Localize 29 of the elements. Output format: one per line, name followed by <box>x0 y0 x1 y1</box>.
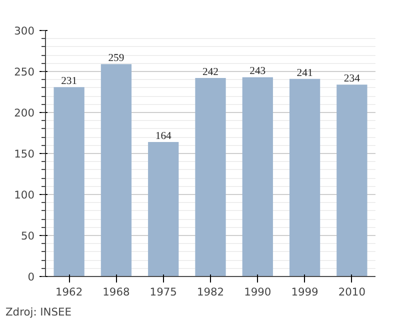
x-tick-label: 2010 <box>338 286 366 298</box>
x-tick-label: 1962 <box>56 286 83 298</box>
data-label: 243 <box>250 66 266 78</box>
x-tick-label: 1990 <box>244 286 272 298</box>
text: Zdroj: INSEE <box>6 306 72 318</box>
data-label: 164 <box>155 131 172 142</box>
data-label: 259 <box>108 53 124 64</box>
bar <box>289 78 320 276</box>
x-tick-label: 1999 <box>291 286 319 298</box>
y-tick-label: 0 <box>28 270 35 284</box>
y-tick-label: 100 <box>14 188 35 202</box>
y-tick-label: 150 <box>14 148 35 160</box>
y-tick-label: 250 <box>14 66 35 78</box>
bar <box>242 77 273 276</box>
bar <box>100 64 132 276</box>
y-tick-label: 300 <box>14 24 35 38</box>
x-tick-label: 1975 <box>150 286 177 298</box>
y-tick-label: 200 <box>14 106 35 120</box>
bar <box>195 78 226 276</box>
data-label: 241 <box>296 68 313 79</box>
x-tick-label: 1982 <box>196 286 224 298</box>
data-label: 231 <box>61 76 78 88</box>
data-label: 234 <box>344 74 361 85</box>
x-tick-label: 1968 <box>102 286 130 298</box>
y-tick-label: 50 <box>20 230 35 242</box>
data-label: 242 <box>202 67 218 78</box>
bar <box>336 84 368 276</box>
bar <box>148 142 179 276</box>
bar <box>54 87 84 276</box>
